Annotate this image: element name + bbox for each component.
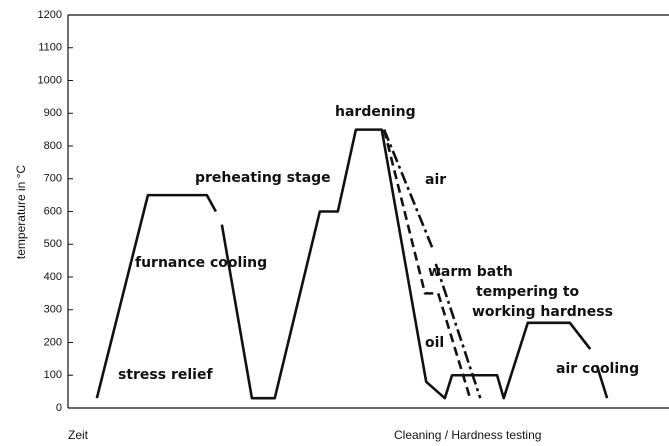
y-tick-label: 400 xyxy=(44,271,62,283)
annotation: oil xyxy=(425,335,444,351)
annotation: hardening xyxy=(335,104,416,120)
annotation: warm bath xyxy=(428,264,513,280)
y-tick-label: 1100 xyxy=(38,42,62,54)
x-label-left: Zeit xyxy=(68,428,89,442)
line-solid xyxy=(95,128,609,400)
y-tick-label: 100 xyxy=(44,369,62,381)
annotation: working hardness xyxy=(472,304,613,320)
y-tick-label: 1000 xyxy=(38,74,62,86)
y-tick-label: 1200 xyxy=(38,9,62,21)
y-tick-label: 600 xyxy=(44,205,62,217)
x-label-right: Cleaning / Hardness testing xyxy=(394,428,541,442)
line-dashed xyxy=(382,129,472,399)
line-dashdot xyxy=(382,129,482,399)
annotation: air cooling xyxy=(556,361,639,377)
y-axis-label: temperature in °C xyxy=(14,165,28,260)
annotation: air xyxy=(425,172,446,188)
annotation: preheating stage xyxy=(195,170,331,186)
y-tick-label: 900 xyxy=(44,107,62,119)
annotation: furnance cooling xyxy=(135,255,267,271)
y-tick-label: 300 xyxy=(44,304,62,316)
y-tick-label: 200 xyxy=(44,336,62,348)
annotation: tempering to xyxy=(476,284,580,300)
annotation: stress relief xyxy=(118,367,213,383)
y-tick-label: 700 xyxy=(44,173,62,185)
y-tick-label: 0 xyxy=(56,402,62,414)
y-tick-label: 800 xyxy=(44,140,62,152)
y-tick-label: 500 xyxy=(44,238,62,250)
